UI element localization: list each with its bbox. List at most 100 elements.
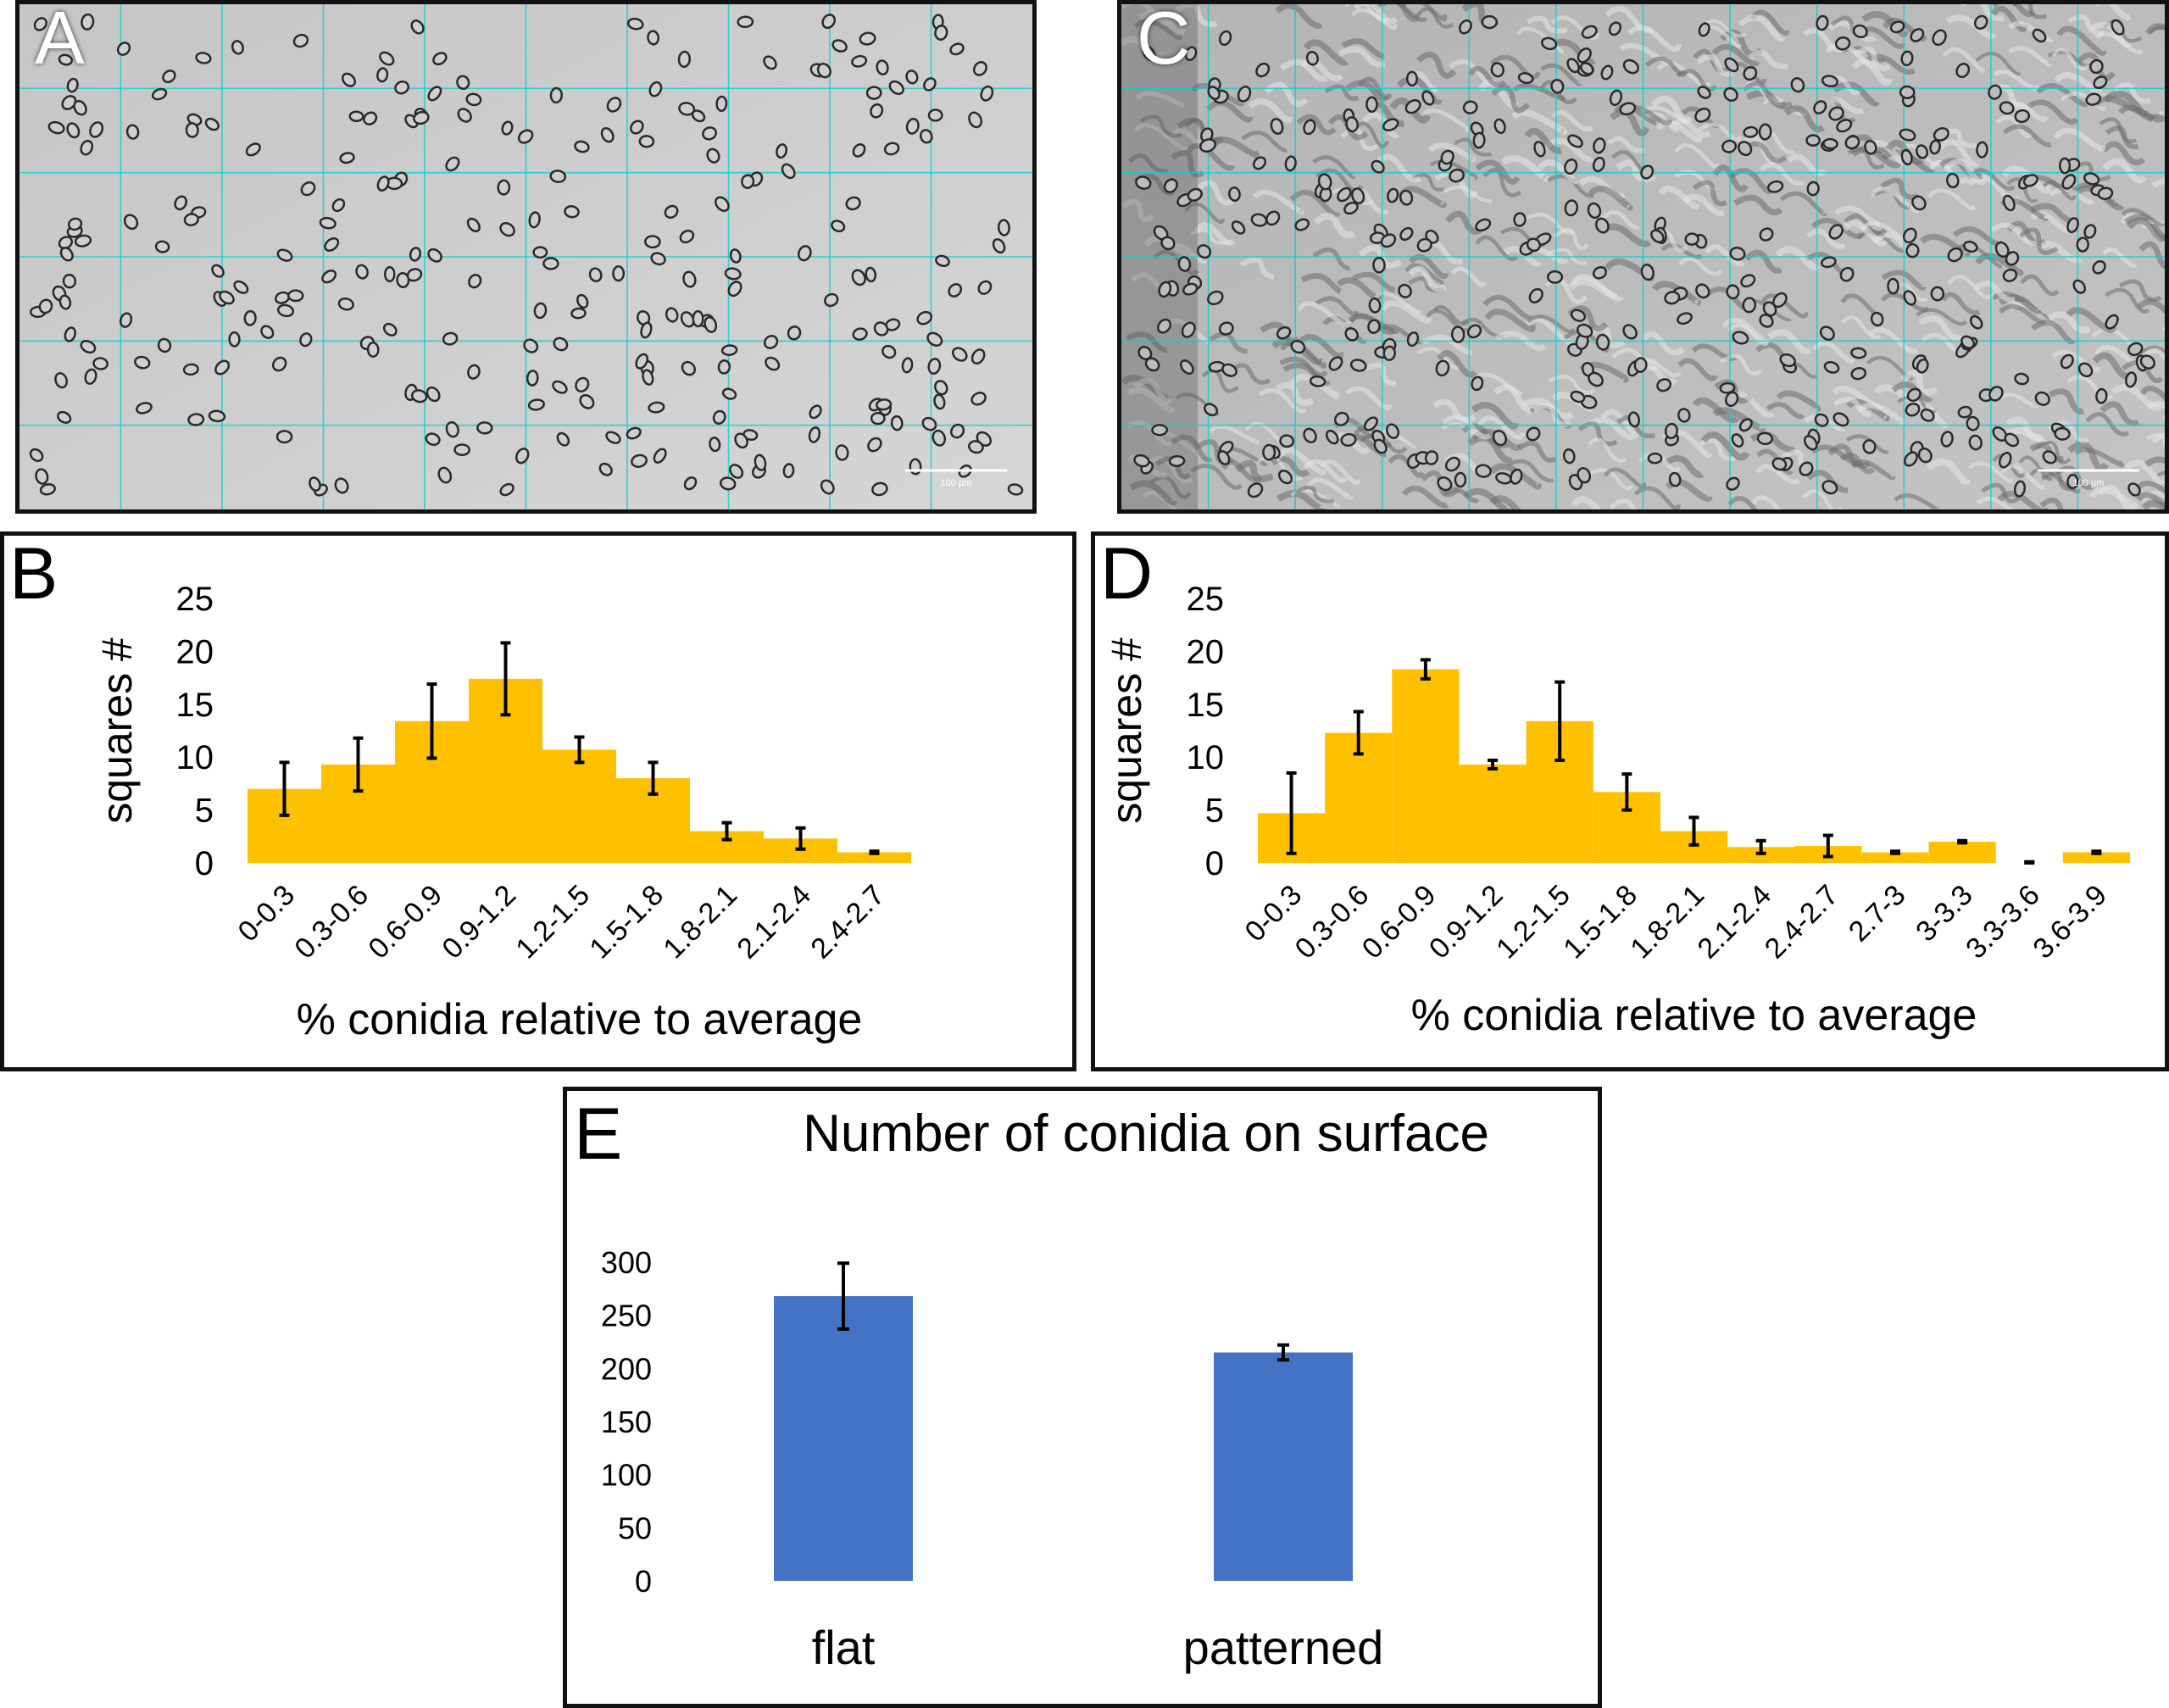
conidium xyxy=(865,266,877,283)
conidium xyxy=(57,410,72,424)
conidium xyxy=(532,246,548,259)
x-tick-label: 1.2-1.5 xyxy=(1490,879,1577,965)
conidium xyxy=(2054,426,2071,441)
surface-texture xyxy=(2019,227,2059,255)
conidium xyxy=(527,398,545,411)
conidium xyxy=(1546,270,1564,284)
surface-texture xyxy=(2101,141,2146,166)
conidium xyxy=(579,393,595,409)
conidium xyxy=(1828,224,1844,240)
histogram-bar xyxy=(2062,852,2130,863)
x-tick-label: 1.5-1.8 xyxy=(1557,879,1643,965)
conidium xyxy=(1819,325,1835,342)
conidium xyxy=(2014,372,2030,386)
conidium xyxy=(260,325,275,339)
surface-texture xyxy=(1517,440,1557,463)
conidium xyxy=(1833,412,1849,427)
conidium xyxy=(2139,354,2155,370)
histogram-flat: B 0 5 10 15 20 25 squares # 0-0.3 0.3-0.6 0.6-0.9… xyxy=(0,531,1076,1071)
conidium xyxy=(1305,50,1319,66)
conidium xyxy=(1664,422,1678,440)
conidium xyxy=(1592,156,1605,173)
conidium xyxy=(1725,391,1739,408)
conidium xyxy=(1562,448,1576,465)
conidium xyxy=(920,129,933,144)
surface-texture xyxy=(1658,186,1700,210)
conidium xyxy=(1823,360,1840,374)
conidium xyxy=(653,448,667,464)
conidium xyxy=(831,39,848,53)
scale-bar-label: 100 µm xyxy=(2073,478,2105,488)
conidium xyxy=(123,214,139,231)
x-tick-label: 3.6-3.9 xyxy=(2027,879,2113,965)
conidium xyxy=(47,120,65,135)
conidium xyxy=(1382,345,1396,362)
surface-texture xyxy=(1315,296,1360,317)
surface-texture xyxy=(1881,270,1927,291)
surface-texture xyxy=(2124,459,2165,485)
surface-texture xyxy=(1692,397,1740,424)
histogram-bar xyxy=(1928,842,1996,863)
conidium xyxy=(2060,353,2074,370)
conidium xyxy=(38,298,53,314)
surface-texture xyxy=(2141,500,2165,509)
surface-texture xyxy=(2099,401,2140,426)
conidium xyxy=(456,75,470,90)
conidium xyxy=(1814,413,1829,427)
surface-texture xyxy=(1627,25,1682,53)
conidium xyxy=(635,353,649,370)
surface-texture xyxy=(1429,159,1478,181)
conidium xyxy=(1738,418,1753,432)
conidium xyxy=(1177,256,1192,272)
conidium xyxy=(465,92,482,107)
surface-texture xyxy=(2136,481,2165,494)
conidium xyxy=(612,265,626,282)
surface-texture xyxy=(2136,298,2165,314)
bar xyxy=(1214,1352,1353,1581)
surface-texture xyxy=(2051,350,2101,373)
surface-texture xyxy=(1607,136,1646,153)
conidium xyxy=(1771,457,1788,471)
surface-texture xyxy=(2144,456,2165,468)
conidium xyxy=(564,205,580,219)
conidium xyxy=(821,14,837,30)
conidium xyxy=(727,281,742,298)
conidium xyxy=(1850,367,1867,381)
surface-texture xyxy=(1970,168,2016,191)
conidium xyxy=(116,42,131,56)
conidium xyxy=(61,95,77,110)
conidium xyxy=(575,376,590,392)
conidium xyxy=(442,331,459,346)
surface-texture xyxy=(1588,437,1627,463)
conidium xyxy=(466,217,481,233)
conidium xyxy=(2022,174,2038,187)
surface-texture xyxy=(1806,470,1849,493)
surface-texture xyxy=(1738,14,1786,42)
conidium xyxy=(125,124,140,140)
conidium xyxy=(2004,432,2020,448)
conidium xyxy=(1351,187,1365,205)
conidium xyxy=(1916,144,1929,159)
conidium xyxy=(1813,100,1827,114)
conidium xyxy=(664,204,679,220)
conidium xyxy=(1404,99,1421,114)
conidium xyxy=(73,99,87,116)
conidium xyxy=(136,402,153,414)
surface-texture xyxy=(1833,81,1880,107)
conidium xyxy=(1587,202,1602,220)
surface-texture xyxy=(2151,177,2165,189)
conidium xyxy=(1721,139,1738,153)
surface-texture xyxy=(1324,84,1360,101)
conidium xyxy=(968,111,983,129)
conidium xyxy=(445,420,459,438)
surface-texture xyxy=(1338,46,1387,68)
conidium xyxy=(715,95,728,113)
conidium xyxy=(1887,277,1899,295)
conidium xyxy=(1181,321,1196,338)
surface-texture xyxy=(2102,158,2147,184)
conidium xyxy=(1566,58,1580,74)
x-tick-label: 0.9-1.2 xyxy=(1423,879,1510,965)
conidium xyxy=(185,122,199,138)
conidium xyxy=(154,240,170,253)
conidium xyxy=(1724,57,1739,73)
